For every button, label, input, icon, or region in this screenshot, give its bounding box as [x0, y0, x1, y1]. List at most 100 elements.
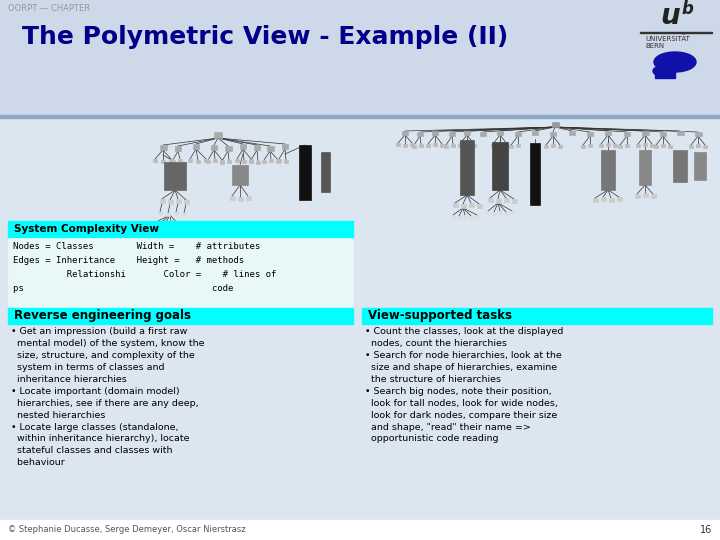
Bar — [469, 203, 474, 207]
Text: u: u — [660, 2, 680, 30]
Bar — [504, 212, 508, 215]
Bar — [204, 159, 208, 162]
Bar — [254, 145, 260, 150]
Bar — [211, 145, 217, 150]
Bar — [160, 199, 164, 203]
Bar — [703, 145, 707, 148]
Bar — [530, 143, 540, 205]
Bar — [654, 145, 658, 148]
Bar — [169, 227, 174, 231]
Text: b: b — [681, 0, 693, 18]
Bar — [608, 198, 613, 202]
Bar — [695, 132, 701, 136]
Bar — [452, 203, 457, 207]
Bar — [569, 131, 575, 135]
Bar — [8, 238, 353, 308]
Bar — [486, 211, 490, 214]
Bar — [182, 213, 186, 216]
Bar — [668, 145, 672, 148]
Bar — [432, 131, 438, 135]
Bar — [8, 221, 353, 238]
Bar — [214, 132, 222, 138]
Bar — [487, 198, 492, 202]
Bar — [299, 145, 311, 200]
Bar — [636, 144, 640, 147]
Bar — [213, 159, 217, 162]
Bar — [166, 213, 170, 216]
Bar — [396, 143, 400, 146]
Text: OORPT — CHAPTER: OORPT — CHAPTER — [8, 4, 90, 13]
Bar — [587, 132, 593, 136]
Bar — [196, 160, 200, 163]
Bar — [625, 144, 629, 147]
Text: View-supported tasks: View-supported tasks — [368, 309, 512, 322]
Bar — [642, 193, 647, 197]
Bar — [206, 160, 210, 163]
Bar — [588, 144, 592, 147]
Bar — [175, 146, 181, 151]
Bar — [417, 132, 423, 136]
Bar — [458, 144, 462, 147]
Bar — [433, 143, 437, 146]
Bar — [266, 146, 274, 151]
Bar — [550, 132, 556, 136]
Bar — [624, 132, 630, 136]
Bar — [673, 150, 687, 182]
Bar — [176, 199, 181, 203]
Bar — [158, 212, 162, 215]
Bar — [634, 194, 639, 198]
Bar — [169, 159, 173, 162]
Bar — [509, 145, 513, 148]
Bar — [276, 160, 280, 163]
Bar — [0, 520, 720, 540]
Bar — [516, 144, 520, 147]
Bar — [661, 144, 665, 147]
Bar — [601, 150, 615, 190]
Bar — [246, 196, 251, 200]
Bar — [232, 165, 248, 185]
Bar — [511, 199, 516, 203]
Bar — [156, 240, 160, 243]
Bar — [600, 197, 606, 201]
Bar — [461, 204, 466, 208]
Bar — [220, 161, 224, 164]
Bar — [503, 198, 508, 202]
Bar — [469, 216, 473, 219]
Text: Nodes = Classes        Width =    # attributes
Edges = Inheritance    Height =  : Nodes = Classes Width = # attributes Edg… — [13, 242, 276, 293]
Bar — [463, 215, 467, 218]
Bar — [242, 160, 246, 163]
Bar — [451, 215, 455, 218]
Bar — [510, 211, 514, 214]
Text: 16: 16 — [700, 525, 712, 535]
Bar — [639, 150, 651, 185]
Bar — [444, 145, 448, 148]
Bar — [650, 194, 655, 198]
Bar — [153, 159, 157, 162]
Bar — [403, 144, 407, 147]
Bar — [650, 144, 654, 147]
Bar — [0, 118, 720, 540]
Bar — [362, 308, 712, 324]
Bar — [606, 143, 610, 146]
Bar — [178, 226, 182, 230]
Bar — [551, 144, 555, 147]
Bar — [178, 159, 182, 162]
Bar — [616, 197, 621, 201]
Bar — [491, 144, 495, 147]
Bar — [412, 145, 416, 148]
Bar — [249, 160, 253, 163]
Bar — [227, 160, 231, 163]
Bar — [495, 199, 500, 203]
Bar — [419, 144, 423, 147]
Bar — [161, 160, 165, 163]
Bar — [498, 143, 502, 146]
Bar — [581, 145, 585, 148]
Bar — [153, 227, 158, 231]
Bar — [240, 144, 246, 149]
Bar — [643, 143, 647, 146]
Bar — [642, 131, 649, 135]
Text: System Complexity View: System Complexity View — [14, 225, 159, 234]
Bar — [465, 143, 469, 146]
Bar — [256, 161, 260, 164]
Bar — [460, 140, 474, 195]
